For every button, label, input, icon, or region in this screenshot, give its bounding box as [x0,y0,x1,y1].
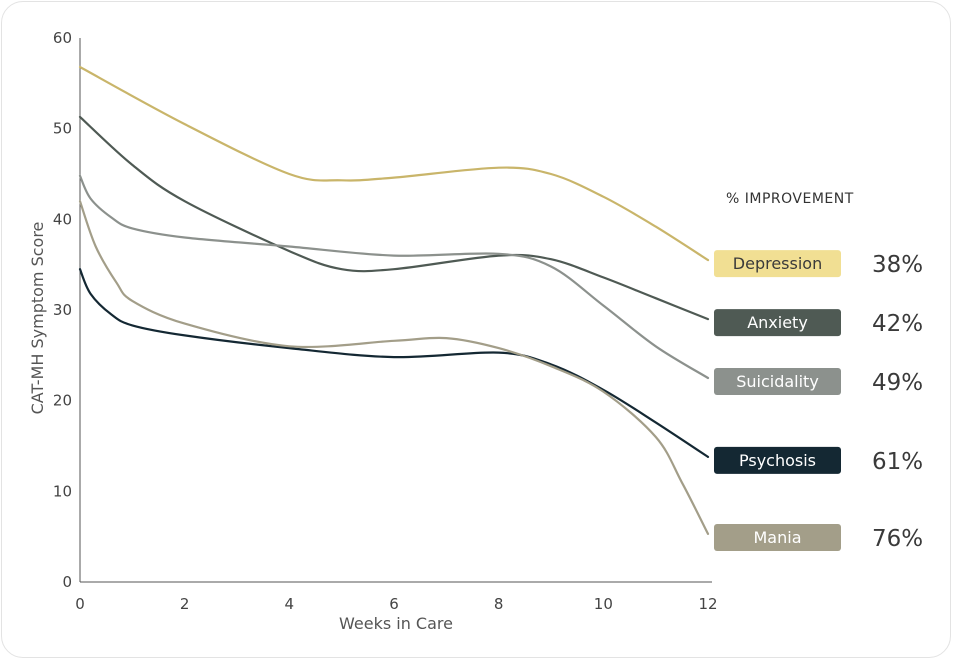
x-tick-label: 6 [389,595,399,613]
y-tick-label: 60 [53,29,72,47]
legend-label-depression: Depression [733,254,822,273]
series-lines [78,65,710,535]
x-axis-title: Weeks in Care [339,614,453,633]
legend-label-anxiety: Anxiety [747,313,808,332]
x-tick-label: 8 [494,595,504,613]
improvement-value-psychosis: 61% [872,449,923,475]
legend-label-suicidality: Suicidality [736,372,819,391]
x-tick-label: 0 [75,595,85,613]
y-tick-label: 30 [53,301,72,319]
series-line-mania [78,200,710,535]
y-tick-label: 10 [53,482,72,500]
improvement-legend: Depression 38% Anxiety 42% Suicidality 49% Psy… [714,250,923,552]
x-tick-label: 10 [594,595,613,613]
improvement-value-mania: 76% [872,526,923,552]
improvement-value-anxiety: 42% [872,311,923,337]
y-tick-label: 40 [53,210,72,228]
y-tick-label: 0 [62,573,72,591]
series-line-anxiety [78,115,710,321]
series-line-depression [78,65,710,262]
legend-badge-anxiety [714,309,841,337]
x-tick-label: 2 [180,595,190,613]
legend-label-psychosis: Psychosis [739,451,816,470]
y-tick-label: 20 [53,392,72,410]
improvement-title: % IMPROVEMENT [726,191,854,207]
series-line-psychosis [78,268,710,458]
legend-badge-psychosis [714,446,841,474]
improvement-value-suicidality: 49% [872,370,923,396]
legend-label-mania: Mania [754,528,802,547]
axes [79,38,712,583]
series-line-suicidality [78,174,710,380]
legend-badge-depression [714,250,841,278]
y-ticks: 0 10 20 30 40 50 60 [53,29,72,591]
x-tick-label: 12 [698,595,717,613]
x-ticks: 0 2 4 6 8 10 12 [75,595,717,613]
legend-badge-suicidality [714,368,841,395]
y-axis-title: CAT-MH Symptom Score [28,222,47,415]
legend-badge-mania [714,523,841,551]
improvement-value-depression: 38% [872,252,923,278]
y-tick-label: 50 [53,120,72,138]
x-tick-label: 4 [285,595,295,613]
